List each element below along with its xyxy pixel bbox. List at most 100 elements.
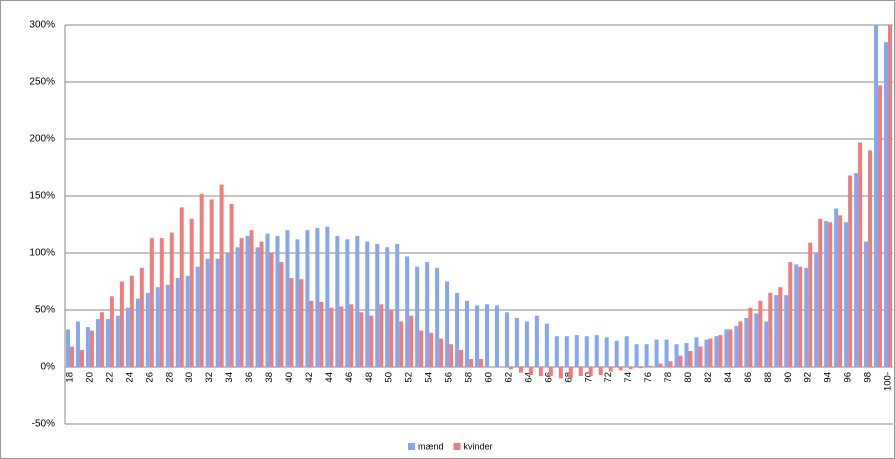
bar	[395, 243, 400, 367]
bar	[325, 226, 330, 367]
bar	[538, 367, 543, 377]
bar	[425, 262, 430, 367]
bar	[618, 367, 623, 371]
bar	[808, 242, 813, 367]
bar	[658, 363, 663, 367]
bar	[554, 336, 559, 367]
bar	[219, 184, 224, 367]
bar	[598, 367, 603, 375]
bar	[249, 230, 254, 367]
bar	[465, 300, 470, 367]
bar	[475, 305, 479, 367]
x-tick-label: 90	[783, 372, 794, 383]
bar	[365, 241, 370, 367]
bar	[199, 193, 204, 367]
bar	[435, 267, 440, 367]
bar	[359, 312, 364, 367]
bar	[828, 222, 833, 367]
bar	[868, 150, 873, 367]
bar	[824, 221, 829, 367]
x-tick-label: 64	[523, 372, 534, 383]
legend-label: mænd	[418, 441, 444, 451]
bar	[614, 340, 619, 367]
y-tick-label: 0%	[41, 362, 56, 373]
x-tick-label: 86	[743, 372, 754, 383]
y-tick-label: 100%	[29, 248, 55, 259]
bar	[115, 315, 120, 367]
bar	[564, 336, 569, 367]
bar	[508, 367, 513, 370]
bar	[814, 253, 819, 367]
bar	[544, 323, 549, 367]
bar	[65, 329, 70, 367]
bar	[638, 367, 643, 369]
bar	[634, 344, 639, 367]
bar	[179, 207, 184, 367]
bar	[455, 292, 460, 367]
x-tick-label: 32	[204, 372, 215, 383]
bar	[319, 302, 324, 367]
bar	[568, 367, 573, 379]
bar	[305, 230, 310, 367]
bar	[714, 336, 719, 367]
bar	[429, 332, 434, 367]
bar	[704, 339, 709, 367]
bar	[688, 351, 693, 367]
x-tick-label: 54	[424, 372, 435, 383]
x-tick-label: 88	[763, 372, 774, 383]
bar	[504, 312, 509, 367]
bar	[289, 278, 294, 367]
bar	[315, 227, 320, 367]
bar	[439, 338, 444, 367]
bar	[169, 232, 174, 367]
bar	[449, 344, 454, 367]
bar	[95, 319, 100, 367]
x-tick-label: 22	[104, 372, 115, 383]
bar	[85, 327, 90, 367]
bar	[734, 325, 739, 367]
x-tick-label: 100-	[883, 372, 894, 391]
x-tick-label: 70	[583, 372, 594, 383]
x-tick-label: 28	[164, 372, 175, 383]
bar	[375, 243, 380, 367]
bar	[678, 355, 683, 367]
bar	[159, 238, 164, 367]
bar	[139, 267, 144, 367]
bar	[329, 307, 334, 367]
bar	[848, 175, 853, 367]
x-tick-label: 42	[304, 372, 315, 383]
bar	[415, 266, 420, 367]
bar	[149, 238, 154, 367]
bar	[389, 310, 394, 367]
bar	[265, 233, 270, 367]
x-tick-label: 40	[284, 372, 295, 383]
bar	[145, 292, 150, 367]
bar	[469, 359, 474, 367]
x-tick-label: 34	[224, 372, 235, 383]
y-tick-label: -50%	[32, 419, 55, 430]
x-tick-label: 52	[404, 372, 415, 383]
x-tick-label: 50	[384, 372, 395, 383]
bar	[285, 230, 290, 367]
x-tick-label: 66	[543, 372, 554, 383]
bar	[379, 304, 384, 367]
bar	[584, 336, 589, 367]
bar	[764, 321, 769, 367]
bar	[195, 266, 200, 367]
bar	[528, 367, 533, 375]
bar	[694, 337, 699, 367]
bar	[758, 300, 763, 367]
bar	[165, 284, 170, 367]
bar	[854, 173, 859, 367]
bar	[385, 247, 390, 367]
bar	[818, 218, 823, 367]
x-tick-label: 24	[124, 372, 135, 383]
x-tick-label: 62	[503, 372, 514, 383]
x-tick-label: 30	[184, 372, 195, 383]
legend-swatch	[408, 443, 415, 450]
x-tick-label: 82	[703, 372, 714, 383]
bar	[718, 335, 723, 367]
bar	[864, 241, 869, 367]
bar	[834, 208, 839, 367]
bar	[514, 317, 519, 367]
